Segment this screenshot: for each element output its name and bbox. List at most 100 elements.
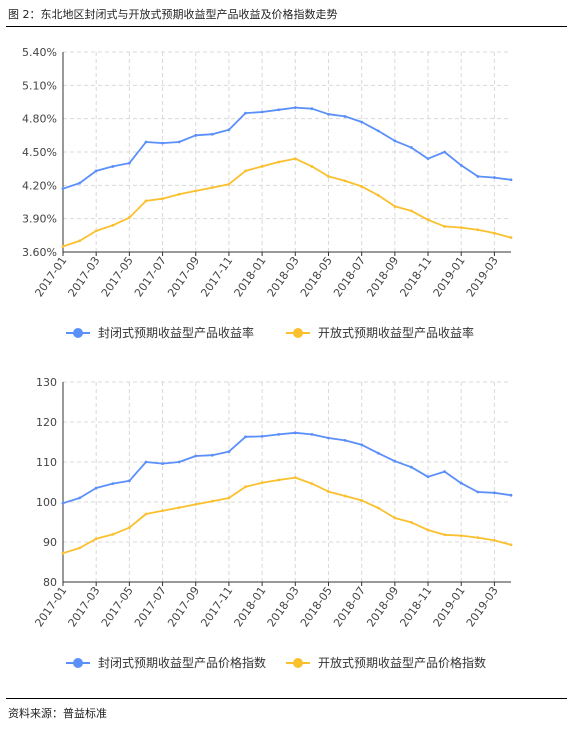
data-point xyxy=(426,218,430,222)
data-point xyxy=(443,533,447,537)
x-tick-label: 2018-07 xyxy=(331,584,368,629)
data-point xyxy=(277,160,281,164)
data-point xyxy=(127,161,131,165)
data-point xyxy=(277,478,281,482)
data-point xyxy=(277,108,281,112)
data-point xyxy=(111,223,115,227)
data-point xyxy=(244,111,247,115)
x-tick-label: 2019-01 xyxy=(431,584,468,629)
top-rule xyxy=(6,26,567,27)
data-point xyxy=(509,236,513,239)
data-point xyxy=(94,486,98,490)
data-point xyxy=(227,182,231,186)
series-points-open xyxy=(61,476,513,555)
y-tick-label: 4.80% xyxy=(22,113,57,126)
data-point xyxy=(61,187,65,191)
data-point xyxy=(426,157,430,161)
data-point xyxy=(244,435,247,439)
data-point xyxy=(393,139,397,143)
data-point xyxy=(410,146,413,149)
series-points-open xyxy=(61,157,513,248)
legend-item-open: 开放式预期收益型产品收益率 xyxy=(286,325,474,340)
data-point xyxy=(410,465,413,469)
data-point xyxy=(144,140,148,144)
data-point xyxy=(78,239,81,243)
data-point xyxy=(260,481,264,485)
data-point xyxy=(194,503,198,506)
data-point xyxy=(244,485,247,489)
data-point xyxy=(260,165,264,168)
y-tick-label: 80 xyxy=(43,576,57,589)
data-point xyxy=(360,443,364,447)
data-point xyxy=(310,165,314,168)
data-point xyxy=(144,460,148,464)
series-points-closed xyxy=(61,106,513,191)
data-point xyxy=(177,506,181,509)
x-tick-label: 2018-11 xyxy=(397,254,434,299)
x-tick-label: 2018-03 xyxy=(265,584,302,629)
data-point xyxy=(410,209,413,213)
data-point xyxy=(509,543,513,547)
data-point xyxy=(343,494,347,498)
x-tick-label: 2017-05 xyxy=(99,584,136,629)
x-tick-label: 2018-11 xyxy=(397,584,434,629)
data-point xyxy=(161,462,164,465)
data-point xyxy=(144,199,148,203)
data-point xyxy=(61,551,65,555)
data-point xyxy=(310,433,314,436)
series-line-closed xyxy=(62,431,512,505)
x-tick-label: 2017-03 xyxy=(66,254,103,299)
data-point xyxy=(476,536,480,539)
data-point xyxy=(343,439,347,442)
data-point xyxy=(127,479,131,483)
data-point xyxy=(293,106,297,109)
data-point xyxy=(509,178,513,182)
x-tick-label: 2017-11 xyxy=(198,254,235,299)
data-point xyxy=(327,175,330,178)
x-tick-label: 2017-09 xyxy=(165,254,202,299)
y-tick-label: 130 xyxy=(36,376,57,389)
data-point xyxy=(161,141,164,145)
data-point xyxy=(94,169,98,173)
x-tick-label: 2017-09 xyxy=(165,584,202,629)
data-point xyxy=(260,435,264,438)
data-point xyxy=(310,482,314,485)
x-tick-label: 2017-01 xyxy=(32,584,69,629)
data-point xyxy=(360,499,364,502)
data-point xyxy=(144,512,148,516)
data-point xyxy=(210,453,214,457)
legend-marker xyxy=(293,658,303,668)
y-tick-label: 100 xyxy=(36,496,57,509)
x-tick-label: 2019-03 xyxy=(464,584,501,629)
data-point xyxy=(78,496,81,500)
data-point xyxy=(277,433,281,436)
x-tick-label: 2018-05 xyxy=(298,584,335,629)
series-line-closed xyxy=(62,106,512,190)
x-tick-label: 2018-07 xyxy=(331,254,368,299)
x-tick-label: 2017-03 xyxy=(66,584,103,629)
data-point xyxy=(443,150,447,154)
x-tick-label: 2017-01 xyxy=(32,254,69,299)
x-tick-label: 2017-07 xyxy=(132,254,169,299)
data-point xyxy=(260,110,264,114)
data-point xyxy=(376,451,380,455)
data-point xyxy=(360,120,364,124)
data-point xyxy=(161,197,164,201)
data-point xyxy=(376,129,380,133)
data-point xyxy=(61,245,65,248)
data-point xyxy=(459,163,463,167)
x-tick-label: 2018-01 xyxy=(232,584,269,629)
source-note: 资料来源：普益标准 xyxy=(8,707,107,720)
data-point xyxy=(476,490,480,494)
data-point xyxy=(177,140,181,144)
data-point xyxy=(327,112,330,116)
x-tick-label: 2018-03 xyxy=(265,254,302,299)
data-point xyxy=(327,490,330,493)
data-point xyxy=(443,225,447,228)
x-tick-label: 2019-01 xyxy=(431,254,468,299)
yield-line-chart: 3.60% 3.90% 4.20% 4.50% 4.80% 5.10% 5.40% 2017-… xyxy=(22,46,513,340)
x-tick-label: 2017-11 xyxy=(198,584,235,629)
data-point xyxy=(177,460,181,464)
data-point xyxy=(111,165,115,168)
x-tick-label: 2018-09 xyxy=(364,254,401,299)
